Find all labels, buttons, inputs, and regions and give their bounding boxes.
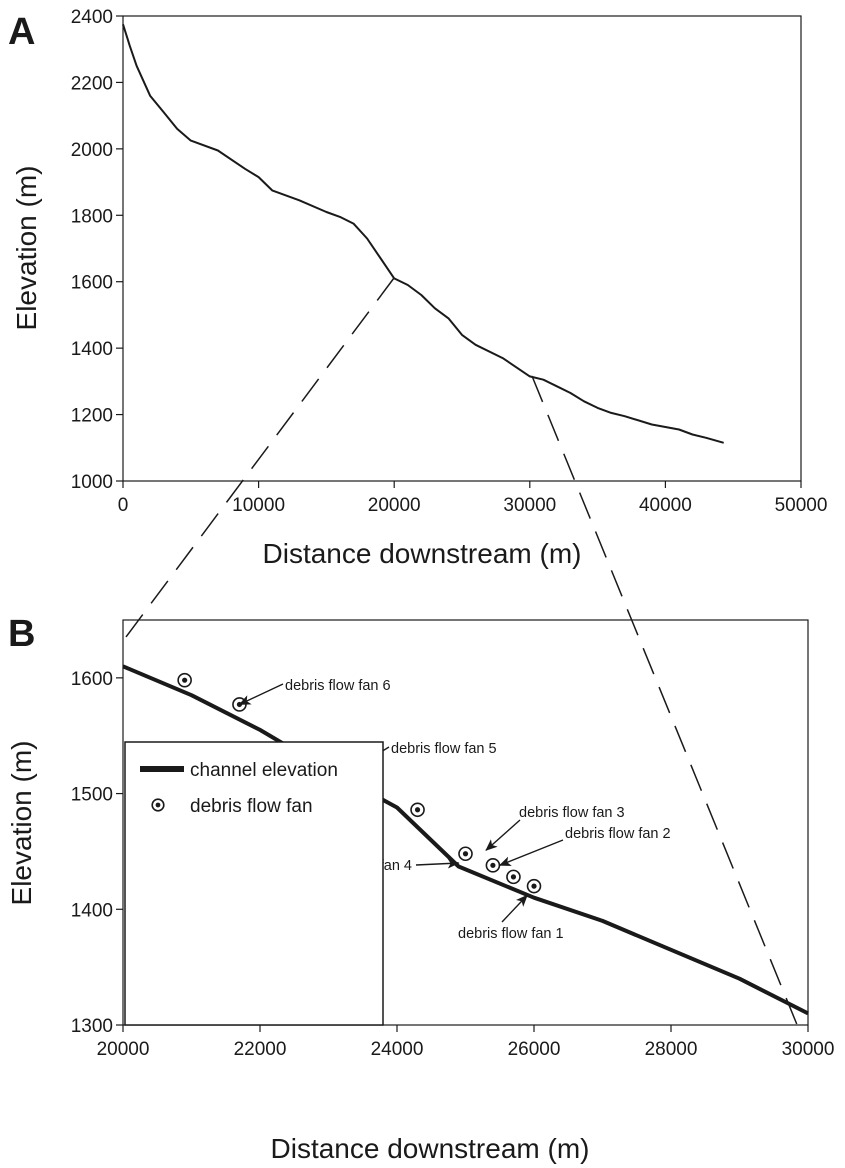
- panel-b-label: B: [8, 613, 35, 655]
- panel-a-y-tick-label: 2000: [71, 140, 113, 161]
- panel-a-x-axis: 0 10000 20000 30000 40000 50000: [118, 481, 828, 516]
- panel-b-plot-frame: [122, 619, 809, 1026]
- legend-label-debris-flow-fan: debris flow fan: [190, 796, 313, 817]
- panel-b-x-tick-label: 26000: [508, 1039, 561, 1060]
- panel-b-y-tick-label: 1500: [71, 785, 113, 806]
- debris-flow-fan-marker-dot: [462, 851, 469, 857]
- debris-flow-fan-point: [526, 878, 542, 894]
- zoom-connectors: [119, 277, 801, 1033]
- panel-b-y-axis: 1300 1400 1500 1600: [71, 669, 123, 1037]
- panel-a-x-axis-title: Distance downstream (m): [263, 538, 582, 569]
- panel-b-x-tick-label: 24000: [371, 1039, 424, 1060]
- debris-flow-fan-annotation-label: debris flow fan 5: [391, 741, 497, 757]
- debris-flow-fan-marker-dot: [236, 701, 243, 708]
- debris-flow-fan-annotation-arrow: [501, 894, 528, 923]
- panel-a-y-tick-label: 1400: [71, 339, 113, 360]
- panel-b-x-axis: 20000 22000 24000 26000 28000 30000: [97, 1025, 835, 1060]
- panel-a-y-tick-label: 1000: [71, 472, 113, 493]
- panel-a-y-tick-label: 2400: [71, 7, 113, 28]
- debris-flow-fan-marker-dot: [414, 807, 421, 813]
- debris-flow-fan-annotation-arrow: [415, 858, 460, 869]
- panel-a-x-tick-label: 40000: [639, 495, 692, 516]
- panel-a-y-tick-label: 1600: [71, 273, 113, 294]
- panel-a-elevation-profile-line: [122, 23, 724, 444]
- panel-a-y-tick-label: 2200: [71, 73, 113, 94]
- debris-flow-fan-annotation-arrow: [485, 819, 521, 851]
- panel-a-label: A: [8, 11, 35, 53]
- panel-a-y-axis: 1000 1200 1400 1600 1800 2000 2200 2400: [71, 7, 123, 493]
- debris-flow-fan-point: [506, 869, 521, 885]
- zoom-connector-left: [119, 277, 395, 646]
- panel-a-series: [122, 23, 724, 444]
- legend-box: [124, 741, 384, 1026]
- legend-label-channel-elevation: channel elevation: [190, 760, 338, 781]
- debris-flow-fan-marker-dot: [510, 874, 517, 880]
- panel-b-x-axis-title: Distance downstream (m): [271, 1133, 590, 1164]
- debris-flow-fan-marker-dot: [531, 883, 537, 889]
- debris-flow-fan-annotation-arrow: [498, 839, 564, 866]
- legend-marker-swatch-dot: [155, 802, 161, 808]
- legend: channel elevation debris flow fan: [124, 741, 384, 1026]
- debris-flow-fan-marker-dot: [182, 677, 188, 683]
- panel-a-x-tick-label: 50000: [775, 495, 828, 516]
- panel-a-x-tick-label: 10000: [232, 495, 285, 516]
- debris-flow-fan-point: [485, 858, 501, 873]
- debris-flow-fan-annotation-arrow: [238, 683, 284, 706]
- debris-flow-fan-annotation-label: debris flow fan 6: [285, 678, 391, 694]
- debris-flow-fan-annotation-label: debris flow fan 2: [565, 826, 671, 842]
- panel-b-x-tick-label: 30000: [782, 1039, 835, 1060]
- panel-a-x-tick-label: 20000: [368, 495, 421, 516]
- debris-flow-fan-point: [458, 846, 473, 862]
- debris-flow-fan-annotation-label: debris flow fan 1: [458, 926, 564, 942]
- panel-b-x-tick-label: 28000: [645, 1039, 698, 1060]
- panel-b-x-tick-label: 22000: [234, 1039, 287, 1060]
- panel-b-y-tick-label: 1400: [71, 900, 113, 921]
- panel-a-plot-frame: [122, 15, 802, 482]
- panel-b-y-tick-label: 1600: [71, 669, 113, 690]
- panel-a-x-tick-label: 0: [118, 495, 129, 516]
- debris-flow-fan-annotation-label: debris flow fan 3: [519, 805, 625, 821]
- panel-b-y-axis-title: Elevation (m): [6, 741, 37, 906]
- panel-a-x-tick-label: 30000: [503, 495, 556, 516]
- zoom-connector-right: [531, 375, 801, 1033]
- debris-flow-fan-point: [410, 802, 425, 818]
- panel-a-y-tick-label: 1200: [71, 406, 113, 427]
- panel-b-y-tick-label: 1300: [71, 1016, 113, 1037]
- debris-flow-fan-marker-dot: [490, 862, 496, 868]
- panel-a-y-tick-label: 1800: [71, 206, 113, 227]
- panel-b-x-tick-label: 20000: [97, 1039, 150, 1060]
- debris-flow-fan-point: [177, 672, 192, 688]
- panel-a-y-axis-title: Elevation (m): [11, 166, 42, 331]
